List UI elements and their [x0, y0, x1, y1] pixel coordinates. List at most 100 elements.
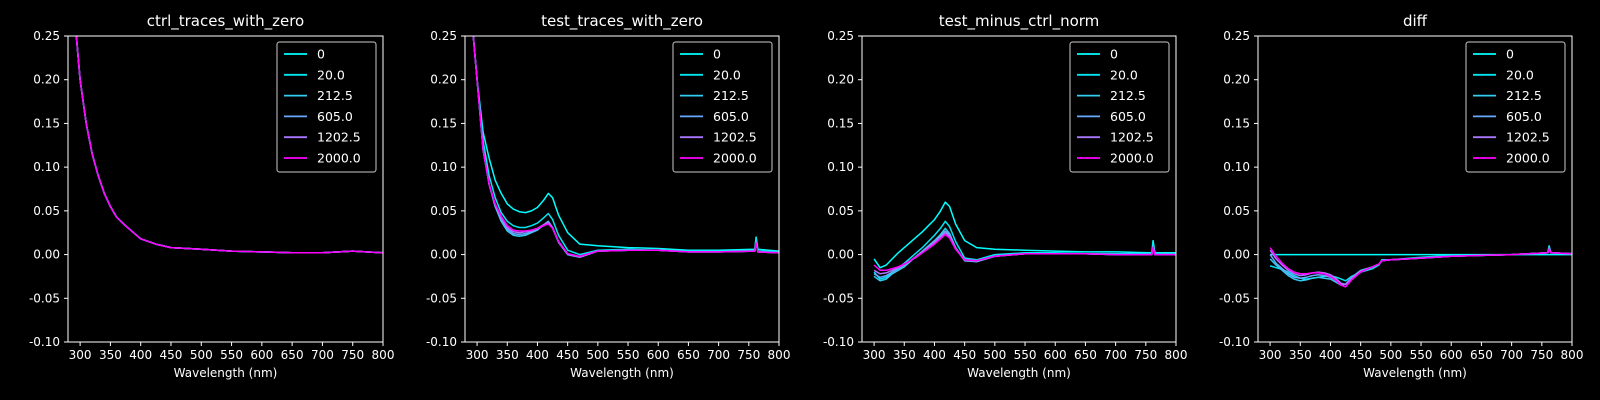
- y-tick-label: -0.10: [1219, 335, 1250, 349]
- legend: 0 20.0 212.5 605.0 1202.5 2000.0: [1069, 41, 1170, 173]
- legend-label: 605.0: [317, 109, 353, 124]
- x-tick-label: 750: [341, 348, 364, 362]
- legend-label: 2000.0: [317, 151, 361, 166]
- y-tick-label: -0.10: [29, 335, 60, 349]
- x-tick-label: 700: [1500, 348, 1523, 362]
- x-tick-label: 750: [737, 348, 760, 362]
- x-tick-label: 550: [1410, 348, 1433, 362]
- series-line-1-1: [472, 36, 779, 256]
- x-tick-label: 650: [1074, 348, 1097, 362]
- plot-area: [1269, 245, 1572, 288]
- y-tick-label: 0.25: [430, 29, 457, 43]
- legend: 0 20.0 212.5 605.0 1202.5 2000.0: [276, 41, 377, 173]
- y-tick-label: 0.10: [1223, 160, 1250, 174]
- legend-label: 0: [1110, 47, 1118, 62]
- legend-label: 1202.5: [317, 130, 361, 145]
- x-tick-label: 500: [1379, 348, 1402, 362]
- chart-title: diff: [1403, 12, 1428, 30]
- legend-label: 0: [1506, 47, 1514, 62]
- legend: 0 20.0 212.5 605.0 1202.5 2000.0: [1465, 41, 1566, 173]
- x-tick-label: 550: [1014, 348, 1037, 362]
- x-tick-label: 650: [281, 348, 304, 362]
- x-axis-label: Wavelength (nm): [967, 366, 1071, 380]
- x-tick-label: 300: [69, 348, 92, 362]
- legend-label: 1202.5: [1110, 130, 1154, 145]
- x-tick-label: 300: [863, 348, 886, 362]
- x-tick-label: 350: [1289, 348, 1312, 362]
- x-axis-label: Wavelength (nm): [570, 366, 674, 380]
- x-tick-label: 700: [311, 348, 334, 362]
- series-line-0-5: [75, 36, 383, 254]
- x-tick-label: 450: [1349, 348, 1372, 362]
- x-tick-label: 600: [647, 348, 670, 362]
- series-line-2-5: [873, 233, 1176, 272]
- x-tick-label: 800: [1165, 348, 1188, 362]
- x-axis-label: Wavelength (nm): [1363, 366, 1467, 380]
- y-tick-label: 0.05: [827, 204, 854, 218]
- plot-area: [75, 36, 383, 254]
- axes-frame: [1257, 35, 1573, 343]
- y-tick-label: -0.05: [29, 291, 60, 305]
- y-tick-label: 0.15: [827, 116, 854, 130]
- y-tick-label: 0.00: [827, 248, 854, 262]
- x-tick-label: 800: [768, 348, 791, 362]
- legend-label: 20.0: [317, 67, 345, 82]
- legend: 0 20.0 212.5 605.0 1202.5 2000.0: [672, 41, 773, 173]
- legend-label: 20.0: [713, 67, 741, 82]
- chart-title: ctrl_traces_with_zero: [147, 12, 304, 31]
- y-tick-label: 0.10: [827, 160, 854, 174]
- y-tick-label: 0.15: [33, 116, 60, 130]
- y-tick-label: -0.05: [823, 291, 854, 305]
- x-tick-label: 450: [953, 348, 976, 362]
- x-tick-label: 400: [923, 348, 946, 362]
- y-tick-label: 0.20: [430, 73, 457, 87]
- x-tick-label: 350: [893, 348, 916, 362]
- x-tick-label: 600: [1044, 348, 1067, 362]
- legend-label: 212.5: [713, 88, 749, 103]
- legend-label: 212.5: [317, 88, 353, 103]
- x-tick-label: 450: [160, 348, 183, 362]
- axes-frame: [861, 35, 1177, 343]
- y-tick-label: -0.05: [426, 291, 457, 305]
- x-tick-label: 600: [1440, 348, 1463, 362]
- y-tick-label: 0.10: [33, 160, 60, 174]
- x-tick-label: 300: [1259, 348, 1282, 362]
- x-tick-label: 300: [466, 348, 489, 362]
- series-line-2-0: [873, 201, 1176, 269]
- x-tick-label: 700: [707, 348, 730, 362]
- legend-label: 212.5: [1110, 88, 1146, 103]
- series-line-1-5: [472, 36, 779, 258]
- x-tick-label: 450: [556, 348, 579, 362]
- plot-area: [472, 36, 779, 258]
- x-tick-label: 750: [1134, 348, 1157, 362]
- legend-label: 1202.5: [713, 130, 757, 145]
- chart-title: test_minus_ctrl_norm: [939, 12, 1100, 31]
- y-tick-label: 0.20: [1223, 73, 1250, 87]
- chart-panel-3: 300 350 400 450 500 550 600 650 700 750 800 -0.10 -0…: [1219, 12, 1584, 380]
- y-tick-label: 0.25: [33, 29, 60, 43]
- x-tick-label: 350: [496, 348, 519, 362]
- y-tick-label: 0.05: [430, 204, 457, 218]
- x-tick-label: 650: [677, 348, 700, 362]
- chart-panel-0: 300 350 400 450 500 550 600 650 700 750 800 -0.10 -0…: [29, 12, 395, 380]
- axes-frame: [464, 35, 780, 343]
- axes-frame: [67, 35, 384, 343]
- y-tick-label: 0.05: [33, 204, 60, 218]
- x-tick-label: 400: [1319, 348, 1342, 362]
- series-line-3-5: [1269, 247, 1572, 288]
- x-tick-label: 700: [1104, 348, 1127, 362]
- x-tick-label: 400: [526, 348, 549, 362]
- legend-label: 605.0: [1506, 109, 1542, 124]
- plot-area: [873, 201, 1176, 282]
- legend-label: 20.0: [1506, 67, 1534, 82]
- y-tick-label: 0.25: [827, 29, 854, 43]
- legend-label: 2000.0: [713, 151, 757, 166]
- y-tick-label: 0.05: [1223, 204, 1250, 218]
- x-tick-label: 550: [220, 348, 243, 362]
- x-tick-label: 750: [1530, 348, 1553, 362]
- x-tick-label: 500: [586, 348, 609, 362]
- legend-label: 212.5: [1506, 88, 1542, 103]
- x-tick-label: 500: [983, 348, 1006, 362]
- x-axis-label: Wavelength (nm): [174, 366, 278, 380]
